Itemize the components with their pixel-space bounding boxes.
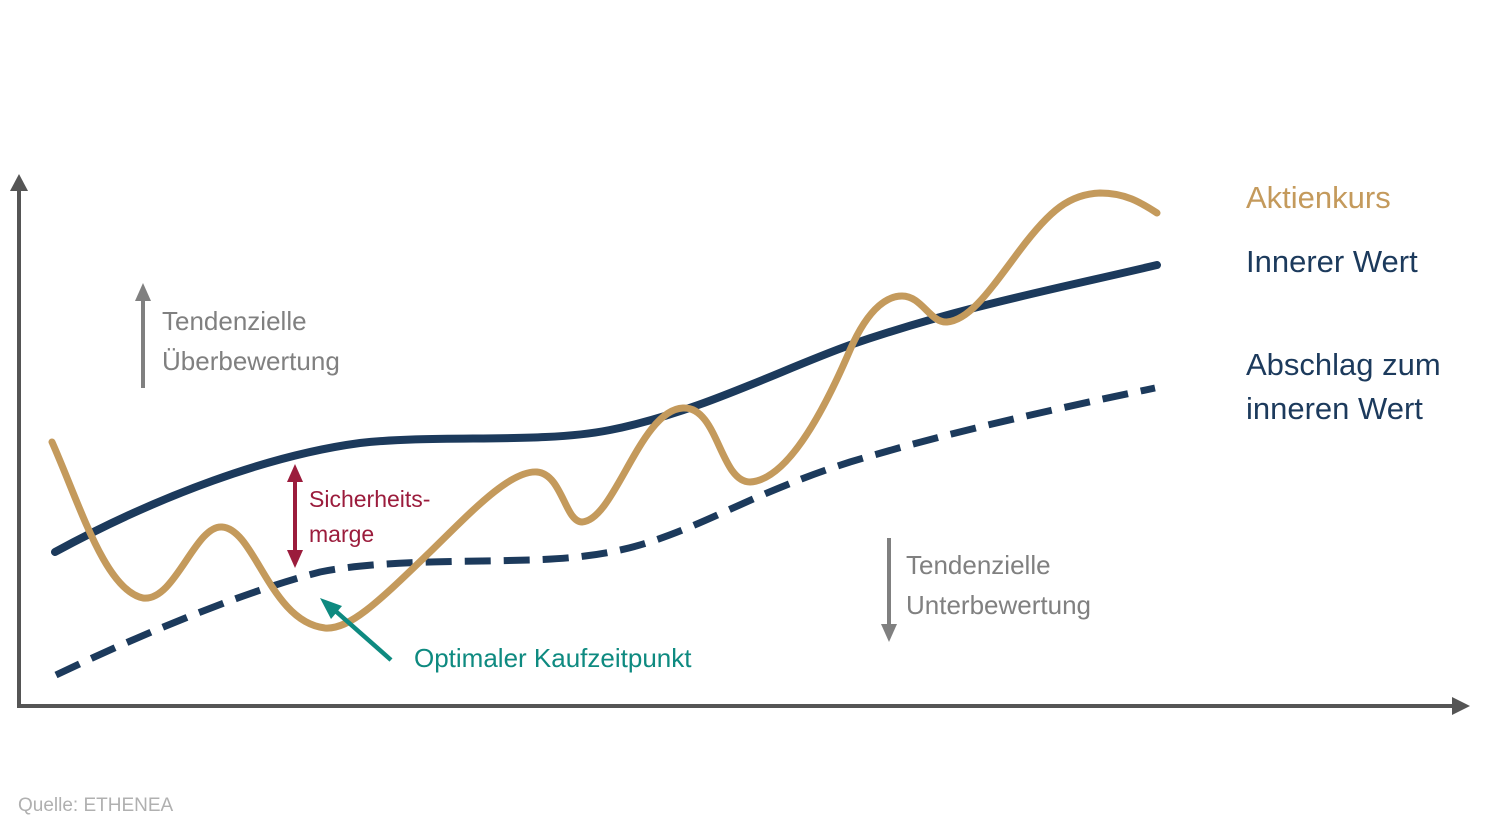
- double-arrow-vertical-icon: [287, 464, 303, 568]
- undervaluation-label: Tendenzielle Unterbewertung: [906, 545, 1091, 625]
- safety-margin-label: Sicherheits- marge: [309, 482, 430, 552]
- overvaluation-line2: Überbewertung: [162, 346, 340, 376]
- axes: [10, 174, 1470, 715]
- legend-discount-line1: Abschlag zum: [1246, 347, 1441, 382]
- arrow-down-icon: [881, 538, 897, 642]
- stock-price-line: [48, 189, 1161, 632]
- overvaluation-line1: Tendenzielle: [162, 306, 307, 336]
- y-axis-arrow-icon: [10, 174, 28, 191]
- x-axis-arrow-icon: [1452, 697, 1470, 715]
- arrow-up-icon: [135, 283, 151, 388]
- optimal-buy-label: Optimaler Kaufzeitpunkt: [414, 643, 692, 673]
- undervaluation-line2: Unterbewertung: [906, 590, 1091, 620]
- legend-discount: Abschlag zum inneren Wert: [1246, 343, 1441, 431]
- legend-intrinsic-value: Innerer Wert: [1246, 244, 1418, 279]
- overvaluation-label: Tendenzielle Überbewertung: [162, 301, 340, 381]
- arrow-diagonal-icon: [320, 598, 393, 662]
- legend-discount-line2: inneren Wert: [1246, 391, 1423, 426]
- intrinsic-value-line: [51, 261, 1161, 556]
- discount-line: [54, 384, 1156, 679]
- undervaluation-line1: Tendenzielle: [906, 550, 1051, 580]
- source-note: Quelle: ETHENEA: [18, 795, 174, 816]
- safety-margin-line1: Sicherheits-: [309, 486, 431, 512]
- safety-margin-line2: marge: [309, 521, 375, 547]
- legend-stock-price: Aktienkurs: [1246, 180, 1391, 215]
